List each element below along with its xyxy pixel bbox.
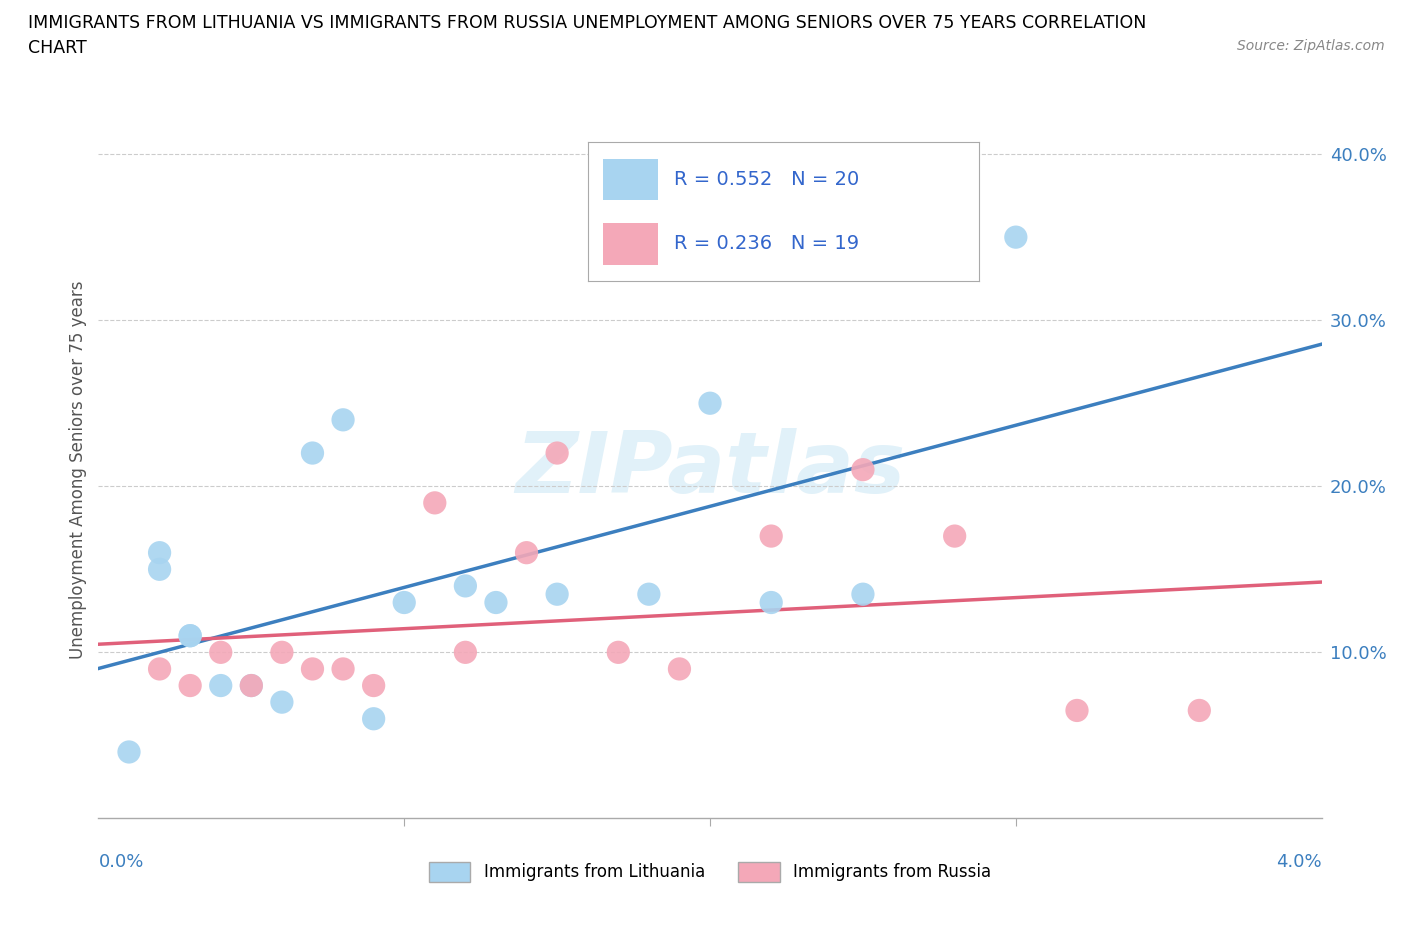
Point	[423, 496, 446, 511]
Point	[270, 695, 294, 710]
Point	[332, 412, 354, 427]
Text: CHART: CHART	[28, 39, 87, 57]
Point	[759, 528, 782, 543]
Point	[392, 595, 416, 610]
Point	[1004, 230, 1026, 245]
Point	[363, 711, 385, 726]
Text: Source: ZipAtlas.com: Source: ZipAtlas.com	[1237, 39, 1385, 53]
Point	[699, 396, 721, 411]
Legend: Immigrants from Lithuania, Immigrants from Russia: Immigrants from Lithuania, Immigrants fr…	[420, 854, 1000, 890]
Y-axis label: Unemployment Among Seniors over 75 years: Unemployment Among Seniors over 75 years	[69, 281, 87, 658]
Point	[270, 644, 294, 659]
Point	[179, 629, 201, 644]
Point	[301, 661, 323, 676]
Point	[209, 644, 232, 659]
Point	[1188, 703, 1211, 718]
Point	[363, 678, 385, 693]
Point	[179, 678, 201, 693]
Text: IMMIGRANTS FROM LITHUANIA VS IMMIGRANTS FROM RUSSIA UNEMPLOYMENT AMONG SENIORS O: IMMIGRANTS FROM LITHUANIA VS IMMIGRANTS …	[28, 14, 1146, 32]
Point	[516, 545, 538, 560]
Point	[149, 562, 172, 577]
Point	[852, 587, 875, 602]
Point	[179, 629, 201, 644]
Text: 4.0%: 4.0%	[1277, 854, 1322, 871]
Point	[852, 462, 875, 477]
Point	[668, 661, 690, 676]
Point	[637, 587, 661, 602]
Point	[301, 445, 323, 460]
Point	[118, 745, 141, 760]
Point	[454, 578, 477, 593]
Point	[485, 595, 508, 610]
Point	[607, 644, 630, 659]
Point	[209, 678, 232, 693]
Point	[454, 644, 477, 659]
Point	[240, 678, 263, 693]
Point	[332, 661, 354, 676]
Point	[240, 678, 263, 693]
Text: ZIPatlas: ZIPatlas	[515, 428, 905, 512]
Point	[149, 545, 172, 560]
Point	[1066, 703, 1088, 718]
Point	[943, 528, 966, 543]
Point	[546, 587, 568, 602]
Point	[759, 595, 782, 610]
Text: 0.0%: 0.0%	[98, 854, 143, 871]
Point	[149, 661, 172, 676]
Point	[546, 445, 568, 460]
